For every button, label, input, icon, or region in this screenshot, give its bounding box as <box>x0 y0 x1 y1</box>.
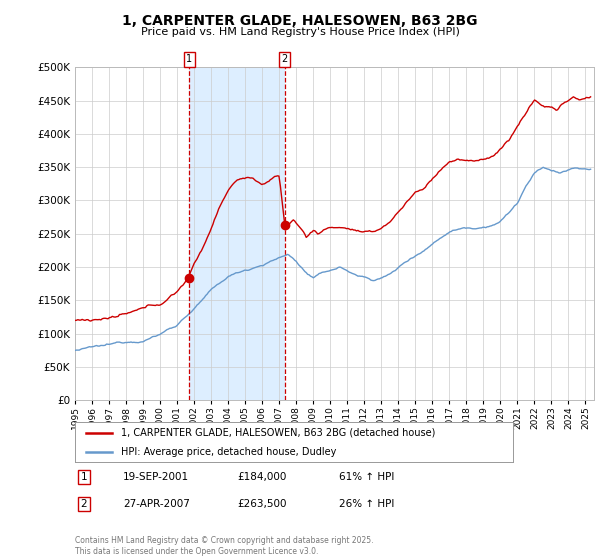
Text: 19-SEP-2001: 19-SEP-2001 <box>123 472 189 482</box>
Text: 1: 1 <box>186 54 193 64</box>
Text: HPI: Average price, detached house, Dudley: HPI: Average price, detached house, Dudl… <box>121 447 337 457</box>
Text: £263,500: £263,500 <box>237 499 287 509</box>
Text: 61% ↑ HPI: 61% ↑ HPI <box>339 472 394 482</box>
Text: 1, CARPENTER GLADE, HALESOWEN, B63 2BG (detached house): 1, CARPENTER GLADE, HALESOWEN, B63 2BG (… <box>121 428 436 438</box>
Text: Price paid vs. HM Land Registry's House Price Index (HPI): Price paid vs. HM Land Registry's House … <box>140 27 460 37</box>
Text: 2: 2 <box>281 54 288 64</box>
Text: 2: 2 <box>80 499 88 509</box>
Text: 1: 1 <box>80 472 88 482</box>
Text: £184,000: £184,000 <box>237 472 286 482</box>
Text: 27-APR-2007: 27-APR-2007 <box>123 499 190 509</box>
Bar <box>190 67 284 400</box>
Text: Contains HM Land Registry data © Crown copyright and database right 2025.
This d: Contains HM Land Registry data © Crown c… <box>75 536 373 556</box>
Text: 1, CARPENTER GLADE, HALESOWEN, B63 2BG: 1, CARPENTER GLADE, HALESOWEN, B63 2BG <box>122 14 478 28</box>
Text: 26% ↑ HPI: 26% ↑ HPI <box>339 499 394 509</box>
